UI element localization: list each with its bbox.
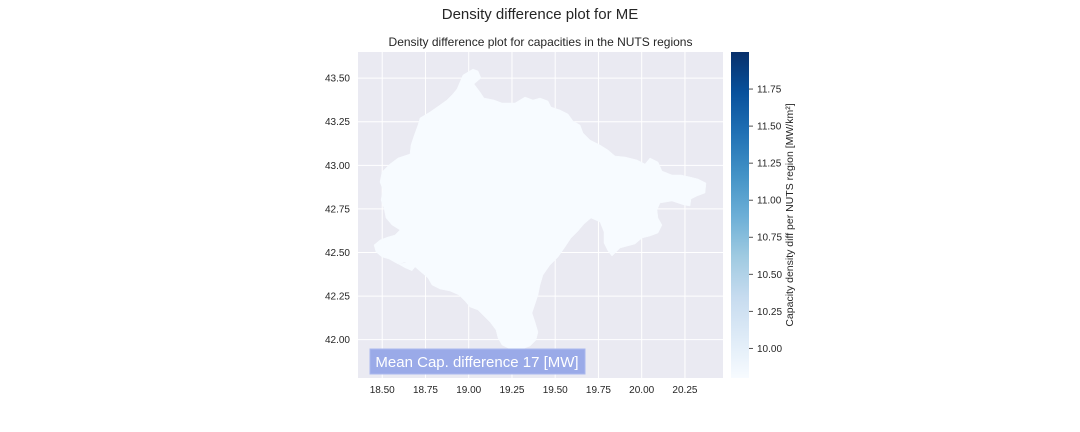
colorbar-tick-label: 10.75 [757, 233, 782, 244]
colorbar-tick-label: 10.25 [757, 307, 782, 318]
region-bay-detail [398, 262, 416, 271]
x-tick-label: 19.00 [456, 385, 481, 396]
y-tick-label: 42.00 [325, 335, 350, 346]
mean-annotation: Mean Cap. difference 17 [MW] [369, 348, 586, 375]
x-tick-label: 18.50 [370, 385, 395, 396]
y-tick-label: 43.00 [325, 161, 350, 172]
colorbar-label: Capacity density diff per NUTS region [M… [784, 103, 796, 326]
colorbar [731, 52, 749, 378]
y-axis-ticks: 42.00 42.25 42.50 42.75 43.00 43.25 43.50 [325, 74, 350, 346]
y-tick-label: 42.25 [325, 292, 350, 303]
colorbar-tick-label: 10.50 [757, 270, 782, 281]
colorbar-tick-label: 11.75 [757, 85, 782, 96]
x-tick-label: 19.25 [499, 385, 524, 396]
x-tick-label: 20.25 [672, 385, 697, 396]
x-tick-label: 18.75 [413, 385, 438, 396]
annotation-text: Mean Cap. difference 17 [MW] [375, 354, 578, 371]
x-axis-ticks: 18.50 18.75 19.00 19.25 19.50 19.75 20.00 20.25 [370, 385, 698, 396]
x-tick-label: 19.75 [586, 385, 611, 396]
figure-title: Density difference plot for ME [441, 6, 639, 23]
annotation-box [369, 348, 586, 375]
map-subtitle: Density difference plot for capacities i… [388, 35, 693, 49]
y-tick-label: 43.50 [325, 74, 350, 85]
y-tick-label: 42.50 [325, 248, 350, 259]
y-tick-label: 43.25 [325, 117, 350, 128]
y-tick-label: 42.75 [325, 204, 350, 215]
colorbar-tick-label: 11.25 [757, 159, 782, 170]
region-coast-detail [426, 252, 432, 262]
colorbar-tick-label: 10.00 [757, 344, 782, 355]
colorbar-tick-label: 11.50 [757, 122, 782, 133]
x-tick-label: 19.50 [543, 385, 568, 396]
x-tick-label: 20.00 [629, 385, 654, 396]
region-montenegro [373, 68, 707, 351]
colorbar-ticks: 10.00 10.25 10.50 10.75 11.00 11.25 11.50 11.75 [749, 85, 782, 355]
colorbar-tick-label: 11.00 [757, 196, 782, 207]
